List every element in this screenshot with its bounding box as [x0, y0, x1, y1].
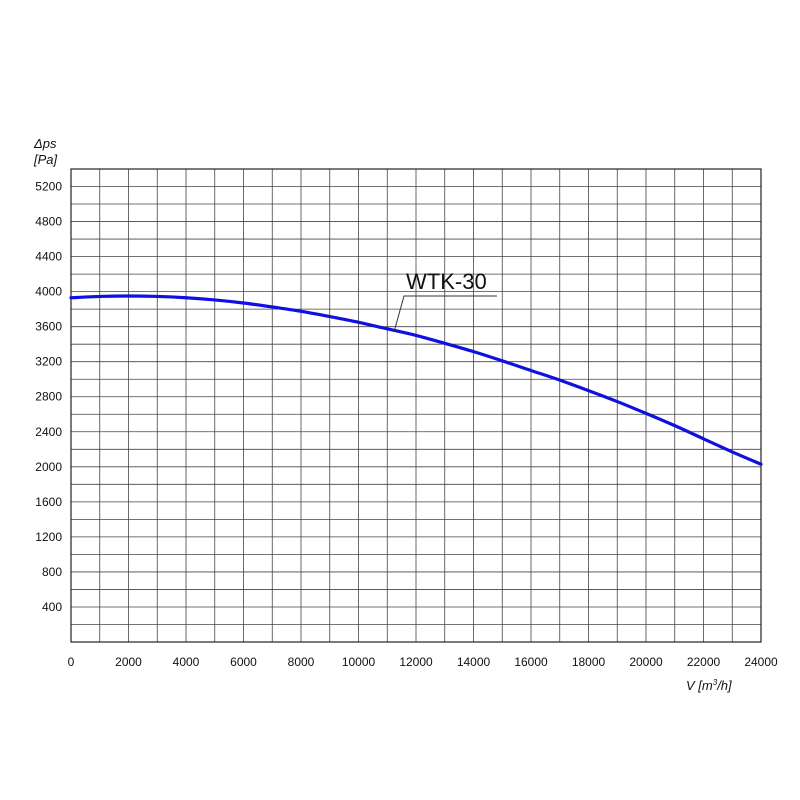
y-tick-label: 4800 — [35, 215, 62, 229]
x-tick-label: 16000 — [514, 655, 548, 669]
x-tick-label: 20000 — [629, 655, 663, 669]
y-axis-label-unit: [Pa] — [33, 152, 58, 167]
y-tick-label: 1200 — [35, 530, 62, 544]
x-axis-label-prefix: V [m — [686, 678, 713, 693]
x-tick-label: 4000 — [173, 655, 200, 669]
series-layer — [69, 294, 763, 466]
x-tick-label: 22000 — [687, 655, 721, 669]
y-tick-label: 4000 — [35, 285, 62, 299]
y-tick-label: 2800 — [35, 390, 62, 404]
x-tick-label: 0 — [68, 655, 75, 669]
x-axis-label-superscript: 3 — [713, 678, 718, 687]
x-tick-label: 6000 — [230, 655, 257, 669]
y-axis-label-symbol: Δps — [33, 136, 57, 151]
y-tick-label: 1600 — [35, 495, 62, 509]
series-line — [69, 294, 763, 466]
y-tick-label: 2000 — [35, 460, 62, 474]
y-tick-label: 800 — [42, 565, 62, 579]
x-tick-labels: 0 2000 4000 6000 8000 10000 12000 14000 16000 180… — [68, 655, 778, 669]
curve-label: WTK-30 — [406, 269, 487, 294]
y-tick-label: 4400 — [35, 250, 62, 264]
y-tick-label: 5200 — [35, 180, 62, 194]
plot-frame — [70, 168, 762, 643]
x-tick-label: 24000 — [744, 655, 778, 669]
y-tick-labels: 400 800 1200 1600 2000 2400 2800 3200 3600 4000 44… — [35, 180, 62, 614]
curve-label-leader — [393, 295, 497, 333]
x-tick-label: 2000 — [115, 655, 142, 669]
x-tick-label: 18000 — [572, 655, 606, 669]
x-tick-label: 10000 — [342, 655, 376, 669]
y-tick-label: 3200 — [35, 355, 62, 369]
x-tick-label: 14000 — [457, 655, 491, 669]
x-axis-label: V [m3/h] — [686, 678, 732, 693]
y-tick-label: 2400 — [35, 425, 62, 439]
x-axis-label-suffix: /h] — [716, 678, 732, 693]
y-tick-label: 3600 — [35, 320, 62, 334]
chart-grid — [70, 168, 762, 643]
x-tick-label: 12000 — [399, 655, 433, 669]
y-tick-label: 400 — [42, 600, 62, 614]
x-tick-label: 8000 — [288, 655, 315, 669]
